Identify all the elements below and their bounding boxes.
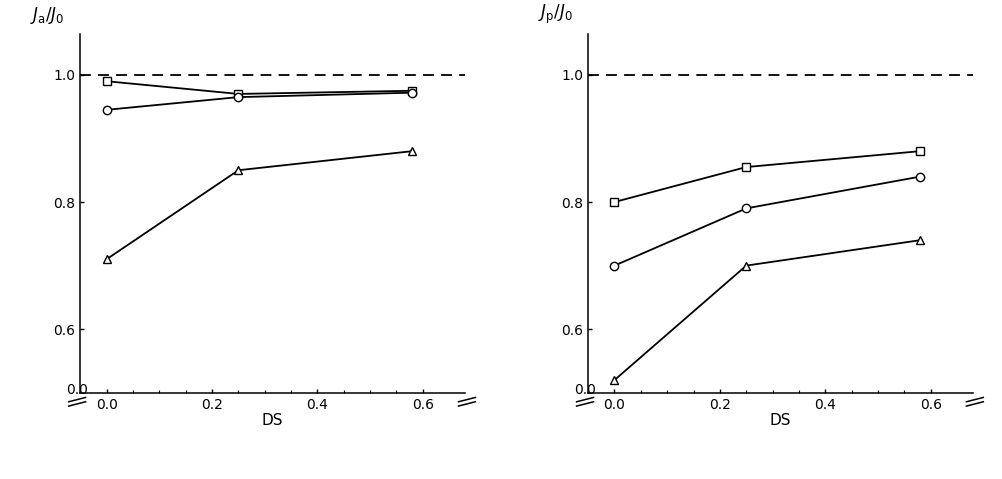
Text: 0.0: 0.0: [573, 383, 595, 397]
Text: $J_\mathrm{p}/J_0$: $J_\mathrm{p}/J_0$: [538, 3, 572, 26]
X-axis label: DS: DS: [769, 413, 791, 428]
X-axis label: DS: DS: [262, 413, 284, 428]
Text: 0.0: 0.0: [66, 383, 88, 397]
Text: $J_\mathrm{a}/J_0$: $J_\mathrm{a}/J_0$: [30, 5, 64, 26]
